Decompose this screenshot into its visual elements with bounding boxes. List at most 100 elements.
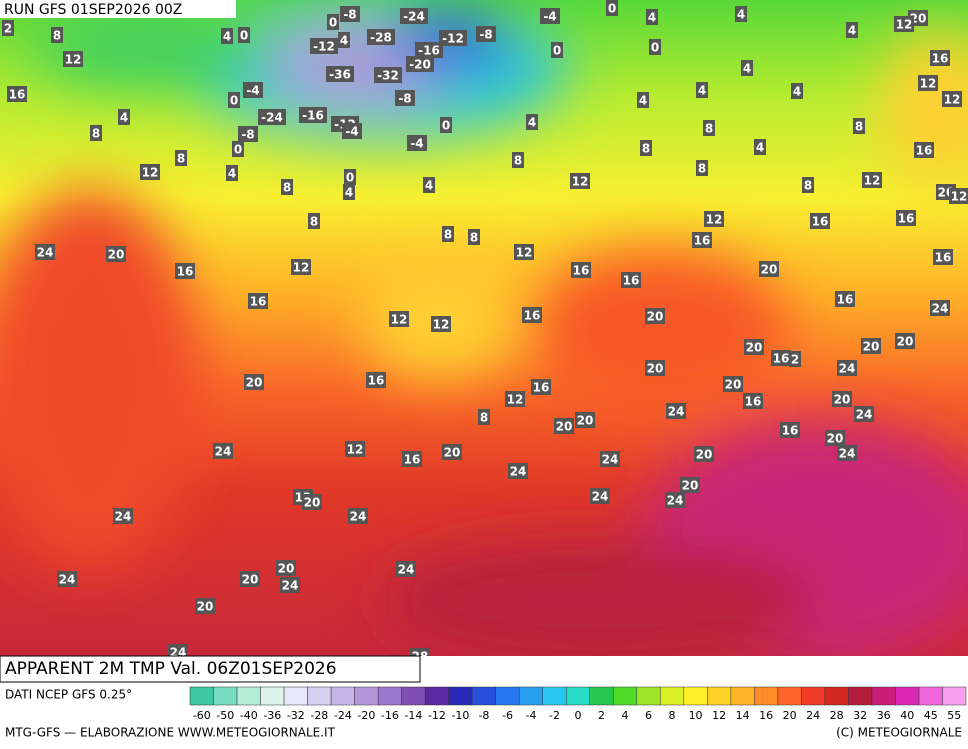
label-box — [853, 118, 865, 134]
scale-swatch — [307, 686, 332, 706]
temperature-label: 0 — [329, 16, 337, 30]
label-box — [703, 120, 715, 136]
scale-tick-label: -16 — [381, 709, 399, 722]
label-box — [754, 139, 766, 155]
label-box — [228, 92, 240, 108]
label-box — [759, 261, 779, 277]
temperature-label: -12 — [313, 40, 335, 54]
source: DATI NCEP GFS 0.25° — [5, 688, 132, 702]
temperature-label: -24 — [403, 10, 425, 24]
field-box — [0, 655, 421, 683]
scale-tick-label: -60 — [193, 709, 211, 722]
temperature-label: 20 — [444, 446, 461, 460]
label-box — [476, 26, 496, 42]
temperature-label: 12 — [706, 213, 723, 227]
scale-swatch — [589, 686, 614, 706]
label-box — [741, 60, 753, 76]
label-box — [226, 165, 238, 181]
temperature-label: 16 — [694, 234, 711, 248]
temperature-label: 4 — [528, 116, 536, 130]
label-box — [366, 372, 386, 388]
temperature-label: 24 — [602, 453, 619, 467]
label-box — [854, 406, 874, 422]
scale-tick-label: 10 — [689, 709, 703, 722]
temperature-label: 20 — [108, 248, 125, 262]
temperature-label: 8 — [92, 127, 100, 141]
scale-swatch — [707, 686, 732, 706]
label-box — [221, 28, 233, 44]
scale-tick-label: 12 — [712, 709, 726, 722]
temperature-label: 8 — [642, 142, 650, 156]
scale-swatch — [942, 686, 967, 706]
header-box — [0, 0, 236, 18]
label-box — [406, 56, 434, 72]
temperature-label: 12 — [65, 53, 82, 67]
temperature-label: 24 — [592, 490, 609, 504]
temperature-label: -16 — [302, 109, 324, 123]
temperature-label: -8 — [479, 28, 492, 42]
label-box — [930, 300, 950, 316]
label-box — [423, 177, 435, 193]
temperature-label: 20 — [304, 496, 321, 510]
label-box — [175, 263, 195, 279]
map-background — [0, 0, 968, 660]
label-box — [949, 188, 968, 204]
temperature-label: 16 — [782, 424, 799, 438]
label-box — [646, 9, 658, 25]
temperature-label: 16 — [837, 293, 854, 307]
temperature-label: -4 — [246, 84, 259, 98]
label-box — [680, 477, 700, 493]
temperature-label: 24 — [510, 465, 527, 479]
temperature-label: 12 — [433, 318, 450, 332]
scale-tick-label: 0 — [575, 709, 582, 722]
temperature-label: 4 — [848, 24, 856, 38]
label-box — [258, 109, 286, 125]
label-box — [195, 598, 215, 614]
temperature-label: 16 — [623, 274, 640, 288]
temperature-label: 16 — [932, 52, 949, 66]
temperature-label: 0 — [651, 41, 659, 55]
temperature-label: 8 — [470, 231, 478, 245]
label-box — [113, 508, 133, 524]
temperature-label: 16 — [250, 295, 267, 309]
label-box — [600, 451, 620, 467]
temperature-label: 12 — [516, 246, 533, 260]
temperature-label: 4 — [345, 186, 353, 200]
label-box — [344, 169, 356, 185]
temperature-label: 8 — [705, 122, 713, 136]
label-box — [2, 20, 14, 36]
temperature-label: 4 — [793, 85, 801, 99]
scale-tick-label: 45 — [924, 709, 938, 722]
temperature-label: 24 — [839, 447, 856, 461]
temperature-label: 0 — [442, 119, 450, 133]
scale-swatch — [683, 686, 708, 706]
temperature-label: 16 — [573, 264, 590, 278]
label-box — [512, 152, 524, 168]
scale-swatch — [189, 686, 214, 706]
label-box — [918, 75, 938, 91]
label-box — [930, 50, 950, 66]
temperature-label: 16 — [916, 144, 933, 158]
label-box — [832, 391, 852, 407]
label-box — [326, 66, 354, 82]
label-box — [302, 494, 322, 510]
temperature-label: 8 — [53, 29, 61, 43]
temperature-label: 16 — [745, 395, 762, 409]
label-box — [281, 179, 293, 195]
label-box — [780, 422, 800, 438]
temperature-label: 4 — [228, 167, 236, 181]
label-box — [35, 244, 55, 260]
scale-swatch — [236, 686, 261, 706]
label-box — [308, 213, 320, 229]
label-box — [367, 29, 395, 45]
label-box — [175, 150, 187, 166]
scale-tick-label: -28 — [310, 709, 328, 722]
temperature-label: -8 — [398, 92, 411, 106]
temperature-label: 20 — [696, 448, 713, 462]
scale-tick-label: -32 — [287, 709, 305, 722]
temperature-label: 24 — [839, 362, 856, 376]
label-box — [439, 30, 467, 46]
label-box — [666, 403, 686, 419]
temperature-label: 12 — [293, 261, 310, 275]
temperature-label: 20 — [556, 420, 573, 434]
